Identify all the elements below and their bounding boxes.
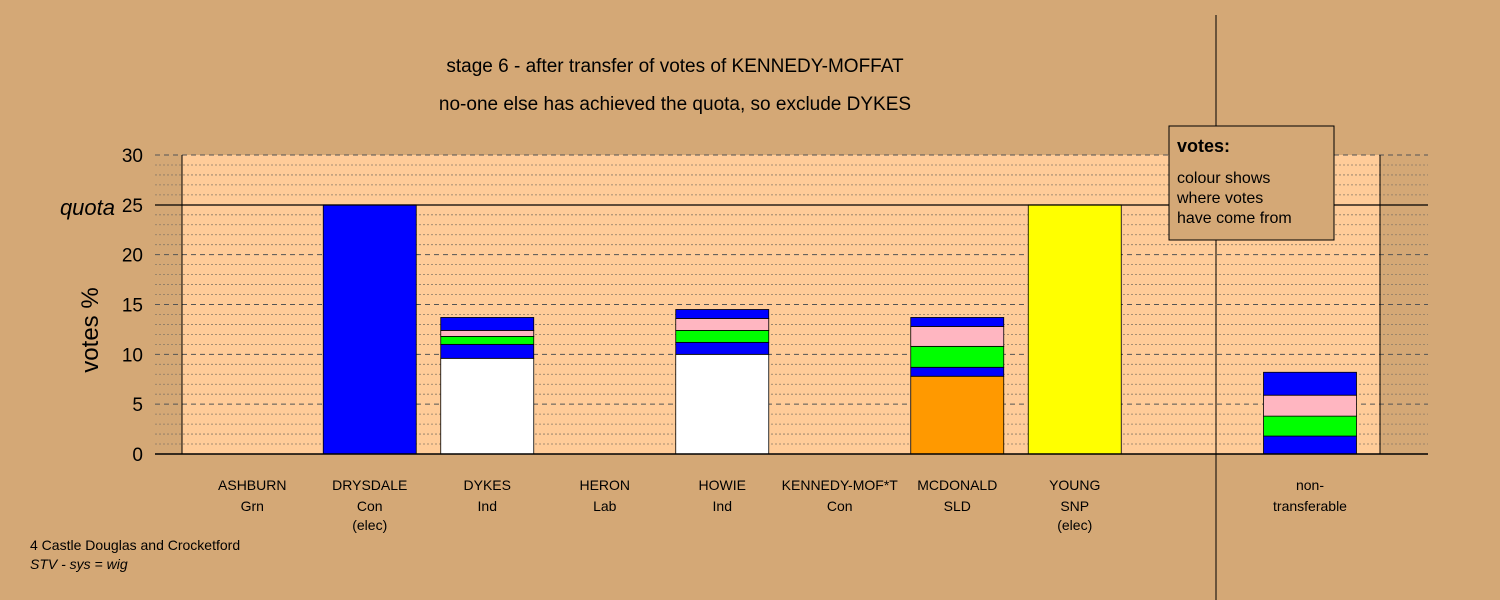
- y-tick-label: 15: [122, 296, 143, 317]
- bar-nontransferable-segment-4: [1263, 371, 1357, 396]
- x-label-party-kennedy-mof-t: Con: [827, 498, 853, 514]
- y-axis-label: votes %: [77, 287, 104, 372]
- bar-drysdale-segment-1: [322, 204, 417, 455]
- x-label-party-mcdonald: SLD: [944, 498, 971, 514]
- x-label-note-drysdale: (elec): [352, 517, 387, 533]
- bar-dykes-segment-4: [440, 330, 535, 337]
- x-axis-labels: ASHBURN Grn DRYSDALE Con (elec) DYKES Ind HERON…: [218, 477, 1347, 533]
- legend-line-3: have come from: [1177, 210, 1292, 227]
- bars: [322, 204, 1357, 455]
- x-label-party-heron: Lab: [593, 498, 617, 514]
- y-tick-label: 10: [122, 345, 143, 366]
- legend-line-1: colour shows: [1177, 170, 1270, 187]
- y-tick-label: 20: [122, 246, 143, 267]
- bar-howie-segment-5: [675, 309, 770, 319]
- legend-box: [1168, 125, 1335, 241]
- y-tick-label: 0: [132, 445, 143, 466]
- bar-young-segment-1: [1027, 204, 1122, 455]
- bar-howie-segment-3: [675, 330, 770, 343]
- x-label-name-mcdonald: MCDONALD: [917, 477, 997, 493]
- x-label-party-howie: Ind: [713, 498, 732, 514]
- bar-mcdonald-segment-4: [910, 326, 1005, 347]
- x-label-party-dykes: Ind: [478, 498, 497, 514]
- x-label-name-howie: HOWIE: [699, 477, 746, 493]
- y-tick-label: 25: [122, 196, 143, 217]
- legend-title: votes:: [1177, 136, 1230, 156]
- chart-subtitle: no-one else has achieved the quota, so e…: [439, 94, 911, 115]
- bar-howie-segment-1: [675, 353, 770, 455]
- x-label-name-heron: HERON: [579, 477, 630, 493]
- x-label-name-young: YOUNG: [1049, 477, 1100, 493]
- x-label-party-ashburn: Grn: [241, 498, 264, 514]
- quota-label: quota: [60, 195, 115, 220]
- x-label-name-drysdale: DRYSDALE: [332, 477, 407, 493]
- bar-howie-segment-2: [675, 341, 770, 355]
- bar-dykes-segment-2: [440, 343, 535, 359]
- bar-nontransferable-segment-1: [1263, 435, 1357, 455]
- bar-dykes-segment-1: [440, 357, 535, 455]
- y-tick-label: 30: [122, 146, 143, 167]
- bar-howie-segment-4: [675, 318, 770, 331]
- x-label-nontransferable-1: non-: [1296, 477, 1324, 493]
- chart-title: stage 6 - after transfer of votes of KEN…: [446, 56, 904, 77]
- bar-dykes-segment-3: [440, 335, 535, 345]
- x-label-name-ashburn: ASHBURN: [218, 477, 286, 493]
- x-label-party-drysdale: Con: [357, 498, 383, 514]
- y-axis-ticks: 0 5 10 15 20 25 30: [122, 146, 143, 466]
- x-label-nontransferable-2: transferable: [1273, 498, 1347, 514]
- bar-dykes-segment-5: [440, 317, 535, 331]
- bar-nontransferable-segment-3: [1263, 394, 1357, 417]
- x-label-name-kennedy-mof-t: KENNEDY-MOF*T: [782, 477, 899, 493]
- bar-mcdonald-segment-3: [910, 345, 1005, 368]
- legend: votes: colour shows where votes have com…: [1168, 125, 1335, 241]
- x-label-note-young: (elec): [1057, 517, 1092, 533]
- y-tick-label: 5: [132, 395, 143, 416]
- bar-mcdonald-segment-2: [910, 366, 1005, 377]
- x-label-party-young: SNP: [1060, 498, 1089, 514]
- bar-nontransferable-segment-2: [1263, 415, 1357, 437]
- bar-mcdonald-segment-1: [910, 375, 1005, 455]
- footer-ward: 4 Castle Douglas and Crocketford: [30, 537, 240, 553]
- footer-system: STV - sys = wig: [30, 556, 128, 572]
- bar-mcdonald-segment-5: [910, 317, 1005, 327]
- legend-line-2: where votes: [1176, 190, 1263, 207]
- x-label-name-dykes: DYKES: [464, 477, 511, 493]
